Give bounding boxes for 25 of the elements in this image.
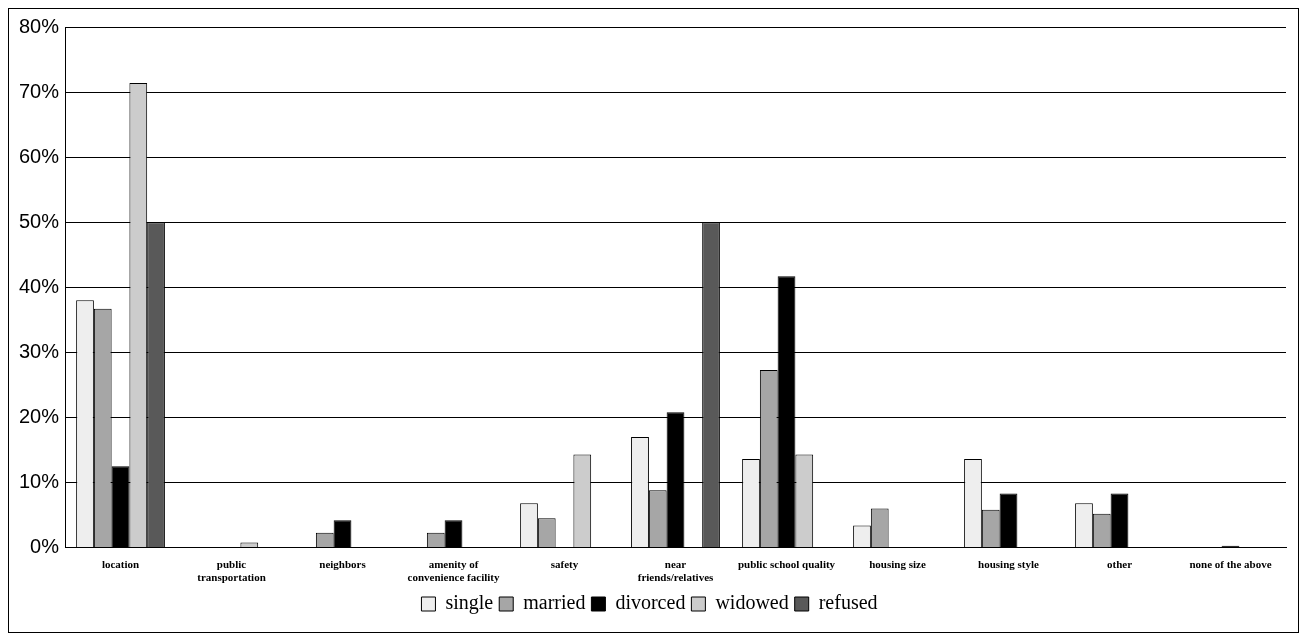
x-tick-label: housing style: [978, 558, 1040, 571]
x-tick-label: location: [101, 558, 140, 571]
x-tick-label: amenity of convenience facility: [407, 558, 500, 584]
x-tick-label: public transportation: [197, 558, 266, 584]
y-tick-label: 40%: [19, 274, 60, 297]
y-tick-label: 70%: [19, 79, 60, 102]
x-tick-label: neighbors: [319, 558, 367, 571]
x-tick-label: safety: [550, 558, 579, 571]
y-tick-label: 60%: [19, 144, 60, 167]
x-tick-label: public school quality: [737, 558, 836, 571]
x-tick-label: none of the above: [1189, 558, 1272, 571]
legend-label: married: [523, 591, 586, 614]
y-tick-label: 10%: [19, 470, 60, 493]
y-tick-label: 0%: [30, 535, 60, 558]
y-tick-label: 20%: [19, 404, 60, 427]
y-tick-label: 50%: [19, 209, 60, 232]
x-tick-label: near friends/relatives: [637, 558, 715, 584]
legend-label: widowed: [715, 591, 789, 614]
legend-label: divorced: [615, 591, 686, 614]
legend-label: single: [445, 591, 494, 615]
y-tick-label: 30%: [19, 339, 60, 362]
x-tick-label: other: [1106, 558, 1133, 571]
y-tick-label: 80%: [19, 14, 60, 37]
legend-label: refused: [818, 591, 878, 614]
x-tick-label: housing size: [869, 558, 926, 571]
